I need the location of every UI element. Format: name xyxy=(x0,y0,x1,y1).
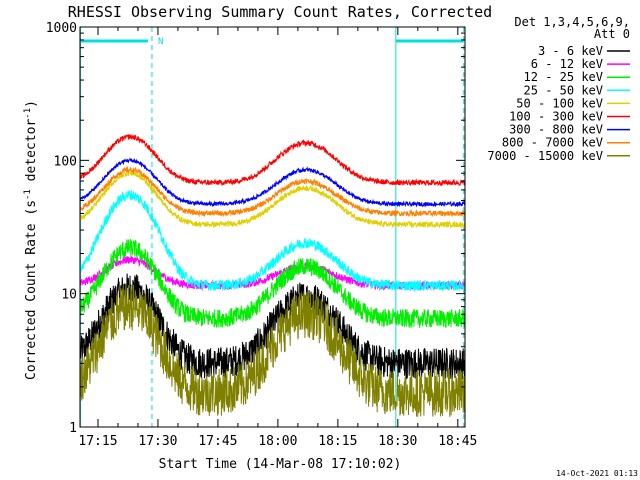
legend-label: 6 - 12 keV xyxy=(531,57,603,71)
x-tick-label: 18:45 xyxy=(438,434,477,449)
legend-header-line2: Att 0 xyxy=(594,27,630,41)
series-line xyxy=(79,133,466,187)
x-tick-label: 18:30 xyxy=(378,434,417,449)
legend-label: 3 - 6 keV xyxy=(538,44,603,58)
x-tick-label: 18:00 xyxy=(258,434,297,449)
x-tick-label: 17:15 xyxy=(78,434,117,449)
legend-label: 100 - 300 keV xyxy=(509,110,603,124)
y-label-sup1: -1 xyxy=(23,189,33,200)
timestamp: 14-Oct-2021 01:13 xyxy=(556,469,638,478)
series-line xyxy=(79,239,466,328)
y-tick-label: 100 xyxy=(54,154,77,169)
x-tick-label: 17:30 xyxy=(138,434,177,449)
y-tick-label: 1 xyxy=(69,421,77,436)
series-line xyxy=(79,165,466,218)
series-line xyxy=(80,283,466,417)
axes: 1 10 100 1000 17:15 17:30 17:45 18:00 18:15 18:30… xyxy=(46,21,478,449)
series-line xyxy=(79,190,466,292)
data-series xyxy=(79,133,466,417)
y-label-part3: ) xyxy=(24,100,39,108)
y-tick-label: 10 xyxy=(61,288,77,303)
legend-label: 12 - 25 keV xyxy=(524,70,603,84)
x-axis-label: Start Time (14-Mar-08 17:10:02) xyxy=(159,457,402,472)
chart-title: RHESSI Observing Summary Count Rates, Co… xyxy=(68,3,492,21)
flag-marker-label: N xyxy=(158,37,163,47)
plot-frame xyxy=(79,26,466,428)
x-tick-label: 18:15 xyxy=(318,434,357,449)
legend-label: 800 - 7000 keV xyxy=(502,136,603,150)
y-axis-label: Corrected Count Rate (s-1 detector-1) xyxy=(23,100,39,380)
series-line xyxy=(79,157,466,208)
legend-label: 25 - 50 keV xyxy=(524,83,603,97)
x-tick-label: 17:45 xyxy=(198,434,237,449)
legend-label: 50 - 100 keV xyxy=(516,96,603,110)
legend-header-line1: Det 1,3,4,5,6,9, xyxy=(514,15,630,29)
y-label-part1: Corrected Count Rate (s xyxy=(24,200,39,380)
y-label-sup2: -1 xyxy=(23,108,33,119)
legend-label: 300 - 800 keV xyxy=(509,123,603,137)
y-label-part2: detector xyxy=(24,119,39,190)
series-line xyxy=(79,170,466,229)
flag-bars: N xyxy=(80,37,464,47)
y-tick-label: 1000 xyxy=(46,21,77,36)
series-line xyxy=(79,255,466,291)
legend-label: 7000 - 15000 keV xyxy=(487,149,603,163)
